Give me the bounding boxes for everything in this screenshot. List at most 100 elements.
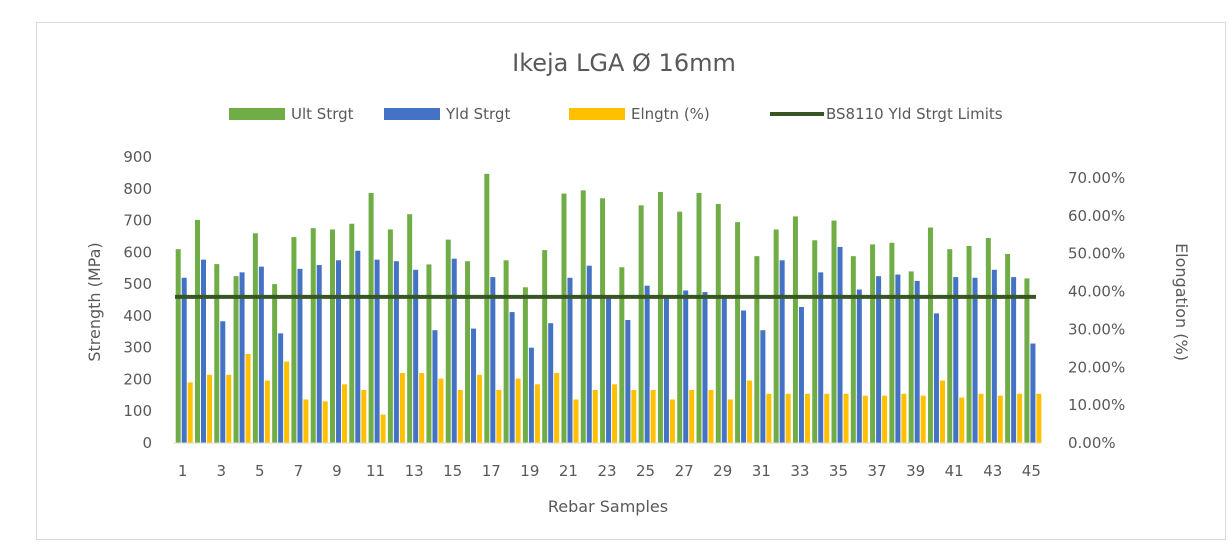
- bar-ult-strgt: [484, 173, 490, 443]
- bar-yld-strgt: [393, 261, 399, 443]
- y-tick-label: 100: [123, 402, 152, 420]
- bar-yld-strgt: [567, 277, 573, 443]
- bar-yld-strgt: [471, 328, 477, 443]
- bar-yld-strgt: [876, 276, 882, 443]
- bar-ult-strgt: [387, 229, 393, 443]
- y-tick-label: 400: [123, 307, 152, 325]
- y-tick-label: 200: [123, 370, 152, 388]
- bar-elngtn: [438, 378, 444, 443]
- bar-ult-strgt: [522, 287, 528, 443]
- bar-ult-strgt: [889, 242, 895, 443]
- bar-elngtn: [631, 390, 637, 443]
- bars: [175, 173, 1042, 443]
- bar-ult-strgt: [368, 192, 374, 443]
- bar-yld-strgt: [586, 265, 592, 443]
- y2-tick-label: 0.00%: [1068, 434, 1116, 452]
- y2-tick-label: 60.00%: [1068, 207, 1125, 225]
- bar-ult-strgt: [194, 219, 200, 443]
- bar-elngtn: [669, 399, 675, 443]
- bar-elngtn: [399, 372, 405, 443]
- bar-elngtn: [843, 393, 849, 443]
- bar-ult-strgt: [735, 222, 741, 443]
- bar-yld-strgt: [258, 266, 264, 443]
- bar-ult-strgt: [214, 264, 220, 443]
- bar-elngtn: [380, 414, 386, 443]
- bar-elngtn: [592, 390, 598, 443]
- bar-elngtn: [342, 384, 348, 443]
- bar-ult-strgt: [310, 228, 316, 443]
- bar-ult-strgt: [233, 276, 239, 443]
- bar-yld-strgt: [663, 296, 669, 443]
- bar-yld-strgt: [683, 290, 689, 443]
- legend-swatch-ult-strgt: [229, 108, 285, 120]
- bar-elngtn: [612, 384, 618, 443]
- bar-elngtn: [1036, 393, 1042, 443]
- bar-elngtn: [959, 397, 965, 443]
- bar-ult-strgt: [349, 223, 355, 443]
- x-tick-label: 15: [443, 462, 462, 480]
- bar-ult-strgt: [272, 284, 278, 443]
- bar-yld-strgt: [914, 280, 920, 443]
- bar-elngtn: [573, 399, 579, 443]
- y-tick-label: 700: [123, 212, 152, 230]
- y2-tick-label: 40.00%: [1068, 283, 1125, 301]
- bar-elngtn: [496, 390, 502, 443]
- x-tick-label: 37: [867, 462, 886, 480]
- y2-tick-label: 50.00%: [1068, 245, 1125, 263]
- bar-ult-strgt: [503, 260, 509, 443]
- bar-ult-strgt: [908, 271, 914, 443]
- bar-ult-strgt: [445, 239, 451, 443]
- bar-yld-strgt: [779, 260, 785, 443]
- x-tick-label: 27: [675, 462, 694, 480]
- x-tick-label: 33: [790, 462, 809, 480]
- x-tick-label: 7: [294, 462, 304, 480]
- x-axis-title: Rebar Samples: [548, 497, 668, 516]
- legend-label-bs8110-limit: BS8110 Yld Strgt Limits: [826, 105, 1003, 123]
- y2-axis-ticks: 0.00% 10.00% 20.00% 30.00% 40.00% 50.00% 60.00…: [1068, 169, 1125, 452]
- bar-ult-strgt: [947, 249, 953, 443]
- bar-ult-strgt: [966, 245, 972, 443]
- bar-yld-strgt: [490, 277, 496, 443]
- bar-elngtn: [554, 372, 560, 443]
- bar-ult-strgt: [330, 229, 336, 443]
- bar-ult-strgt: [985, 238, 991, 443]
- bar-yld-strgt: [972, 277, 978, 443]
- bar-ult-strgt: [638, 205, 644, 443]
- bar-yld-strgt: [933, 313, 939, 443]
- x-tick-label: 39: [906, 462, 925, 480]
- bar-yld-strgt: [837, 246, 843, 443]
- bar-ult-strgt: [561, 193, 567, 443]
- bar-elngtn: [727, 399, 733, 443]
- y2-tick-label: 10.00%: [1068, 396, 1125, 414]
- y-axis-title: Strength (MPa): [85, 242, 104, 361]
- bar-yld-strgt: [760, 330, 766, 443]
- bar-yld-strgt: [220, 321, 226, 443]
- y-tick-label: 900: [123, 148, 152, 166]
- bar-elngtn: [226, 374, 232, 443]
- bar-yld-strgt: [606, 296, 612, 443]
- bar-elngtn: [824, 393, 830, 443]
- x-tick-label: 45: [1022, 462, 1041, 480]
- bar-ult-strgt: [812, 240, 818, 443]
- x-tick-label: 43: [983, 462, 1002, 480]
- bar-elngtn: [882, 395, 888, 443]
- bar-elngtn: [997, 395, 1003, 443]
- x-tick-label: 35: [829, 462, 848, 480]
- bar-yld-strgt: [548, 323, 554, 443]
- bar-elngtn: [477, 374, 483, 443]
- legend-label-elngtn: Elngtn (%): [631, 105, 710, 123]
- bar-yld-strgt: [355, 250, 361, 443]
- x-tick-label: 31: [752, 462, 771, 480]
- x-tick-label: 19: [520, 462, 539, 480]
- bar-yld-strgt: [856, 289, 862, 443]
- x-tick-label: 25: [636, 462, 655, 480]
- bar-elngtn: [901, 393, 907, 443]
- bar-elngtn: [747, 380, 753, 443]
- bar-yld-strgt: [278, 333, 284, 443]
- bar-ult-strgt: [715, 204, 721, 443]
- y-tick-label: 600: [123, 243, 152, 261]
- bar-elngtn: [939, 380, 945, 443]
- bar-yld-strgt: [953, 277, 959, 443]
- bar-yld-strgt: [297, 268, 303, 443]
